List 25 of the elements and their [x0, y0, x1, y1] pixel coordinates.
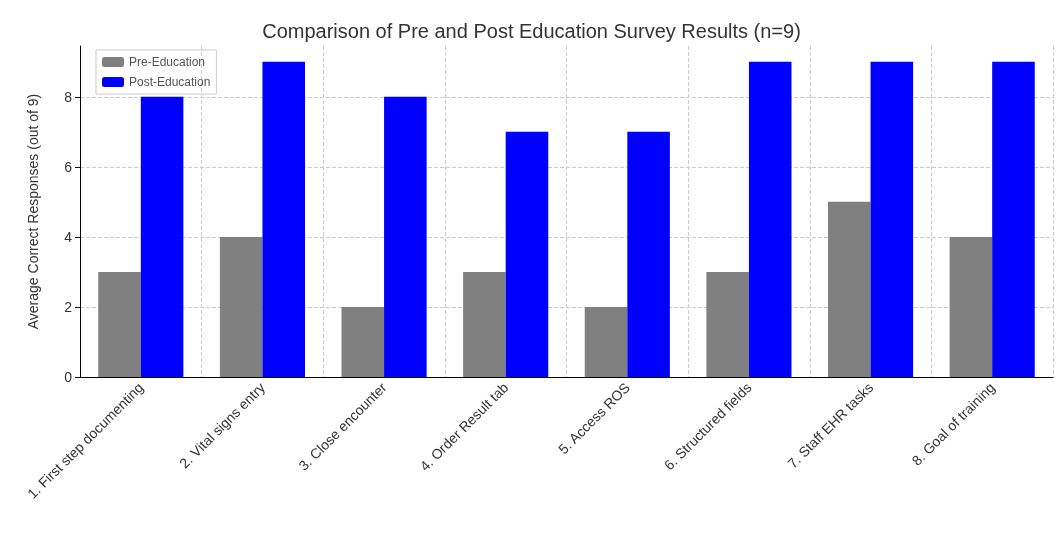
- y-tick-label: 6: [64, 158, 73, 175]
- legend-label: Pre-Education: [129, 55, 206, 69]
- bar: [627, 131, 670, 377]
- bar: [748, 61, 792, 377]
- y-tick-label: 0: [64, 369, 73, 385]
- bar: [98, 271, 141, 377]
- bar: [870, 61, 914, 377]
- y-axis-title: Average Correct Responses (out of 9): [25, 93, 41, 330]
- y-tick-label: 8: [64, 88, 73, 105]
- bar: [706, 271, 749, 377]
- bar: [505, 131, 549, 377]
- bar: [827, 201, 871, 377]
- bar: [262, 61, 306, 377]
- bar: [463, 271, 506, 377]
- bar: [219, 236, 263, 377]
- bar: [949, 236, 993, 377]
- bar: [341, 306, 385, 377]
- bar: [384, 96, 427, 377]
- bar: [584, 306, 628, 377]
- bar: [140, 96, 184, 377]
- y-tick-label: 4: [64, 228, 73, 245]
- y-tick-label: 2: [64, 298, 73, 315]
- legend-label: Post-Education: [129, 75, 211, 89]
- chart-title: Comparison of Pre and Post Education Survey Results (n=9): [262, 20, 801, 42]
- bar: [992, 61, 1035, 377]
